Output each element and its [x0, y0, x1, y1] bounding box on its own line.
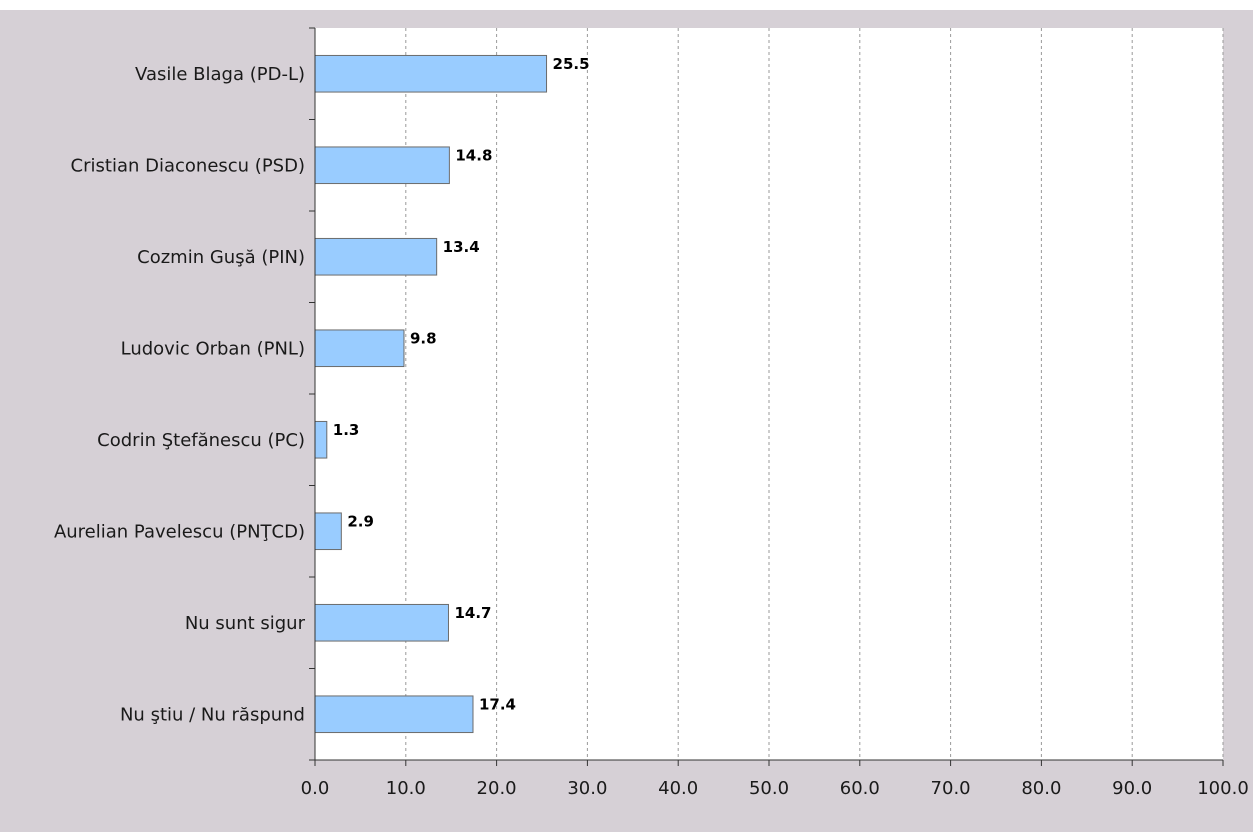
x-tick-label: 60.0	[840, 778, 880, 799]
x-tick-label: 50.0	[749, 778, 789, 799]
data-label: 9.8	[410, 329, 437, 347]
x-tick-label: 90.0	[1112, 778, 1152, 799]
bar	[314, 54, 548, 93]
category-label: Nu ştiu / Nu răspund	[120, 704, 305, 725]
bar	[314, 329, 405, 368]
bars	[314, 54, 548, 734]
data-label: 14.8	[455, 146, 492, 164]
category-label: Ludovic Orban (PNL)	[121, 338, 305, 359]
x-tick-label: 100.0	[1197, 778, 1249, 799]
axes	[309, 27, 1224, 766]
category-label: Cozmin Guşă (PIN)	[137, 247, 305, 268]
bar	[314, 146, 450, 185]
labels: 0.0 10.0 20.0 30.0 40.0 50.0 60.0 70.0 80.0 90.0 1…	[54, 55, 1249, 799]
category-label: Codrin Ştefănescu (PC)	[97, 430, 305, 451]
x-tick-label: 40.0	[658, 778, 698, 799]
data-label: 25.5	[553, 55, 590, 73]
x-tick-label: 30.0	[567, 778, 607, 799]
x-tick-label: 70.0	[931, 778, 971, 799]
bar	[314, 512, 342, 551]
data-label: 1.3	[333, 421, 360, 439]
bar	[314, 603, 449, 642]
data-label: 14.7	[454, 604, 491, 622]
data-label: 13.4	[443, 238, 480, 256]
category-label: Cristian Diaconescu (PSD)	[71, 155, 305, 176]
bar	[314, 695, 474, 734]
x-tick-label: 80.0	[1021, 778, 1061, 799]
data-label: 2.9	[347, 512, 374, 530]
x-tick-label: 20.0	[477, 778, 517, 799]
x-tick-label: 0.0	[301, 778, 330, 799]
category-label: Vasile Blaga (PD-L)	[135, 64, 305, 85]
data-label: 17.4	[479, 695, 516, 713]
bar	[314, 420, 328, 459]
top-strip	[0, 0, 1253, 10]
bar	[314, 237, 438, 276]
x-tick-label: 10.0	[386, 778, 426, 799]
category-label: Nu sunt sigur	[185, 613, 306, 634]
category-label: Aurelian Pavelescu (PNŢCD)	[54, 521, 305, 542]
